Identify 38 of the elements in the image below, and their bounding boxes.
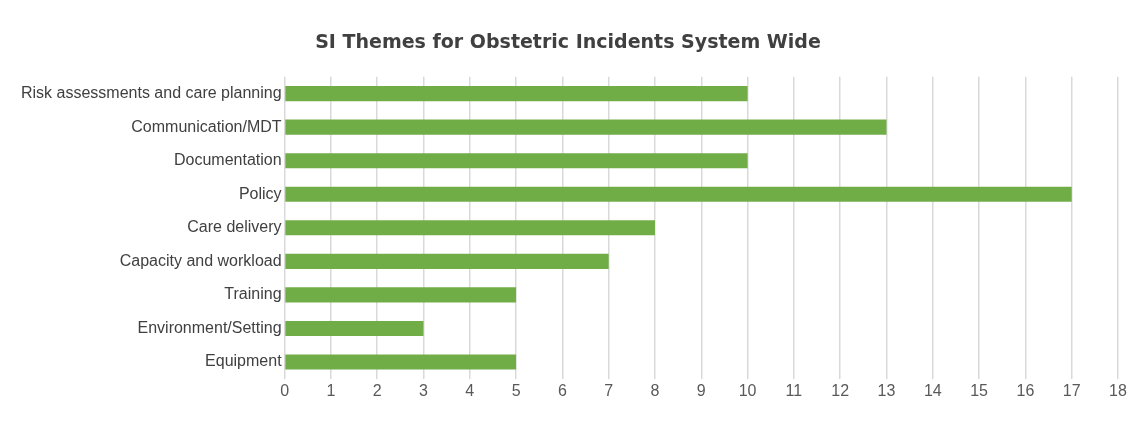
x-tick-label: 4 — [465, 381, 475, 399]
x-tick-label: 0 — [280, 381, 290, 399]
x-tick-label: 2 — [372, 381, 382, 399]
bar — [285, 186, 1072, 202]
x-tick-label: 16 — [1016, 381, 1035, 399]
chart-title: SI Themes for Obstetric Incidents System Wide — [315, 30, 821, 53]
x-tick-label: 7 — [604, 381, 614, 399]
x-tick-label: 5 — [511, 381, 521, 399]
bar — [285, 119, 887, 135]
y-tick-label: Environment/Setting — [137, 318, 282, 336]
x-tick-label: 11 — [785, 381, 803, 399]
x-tick-label: 6 — [557, 381, 567, 399]
x-tick-label: 10 — [738, 381, 757, 399]
x-tick-label: 14 — [923, 381, 942, 399]
bar — [285, 354, 517, 370]
x-tick-label: 17 — [1062, 381, 1081, 399]
bar — [285, 253, 609, 269]
y-tick-label: Training — [224, 285, 282, 303]
y-tick-label: Documentation — [173, 151, 282, 169]
x-tick-label: 8 — [650, 381, 660, 399]
bar — [285, 320, 424, 337]
y-tick-label: Communication/MDT — [131, 117, 282, 135]
x-tick-label: 18 — [1109, 381, 1127, 399]
bar — [285, 287, 517, 303]
bar — [285, 86, 748, 102]
bar — [285, 220, 655, 236]
bar — [285, 153, 748, 169]
y-tick-label: Capacity and workload — [119, 251, 282, 269]
y-tick-label: Policy — [238, 184, 282, 202]
x-tick-label: 9 — [696, 381, 706, 399]
x-tick-label: 12 — [831, 381, 850, 399]
x-tick-label: 13 — [877, 381, 896, 399]
y-tick-label: Care delivery — [187, 218, 282, 236]
x-tick-label: 15 — [970, 381, 989, 399]
y-tick-label: Equipment — [205, 352, 283, 370]
x-tick-label: 3 — [419, 381, 429, 399]
y-tick-label: Risk assessments and care planning — [21, 83, 282, 101]
x-tick-label: 1 — [326, 381, 336, 399]
